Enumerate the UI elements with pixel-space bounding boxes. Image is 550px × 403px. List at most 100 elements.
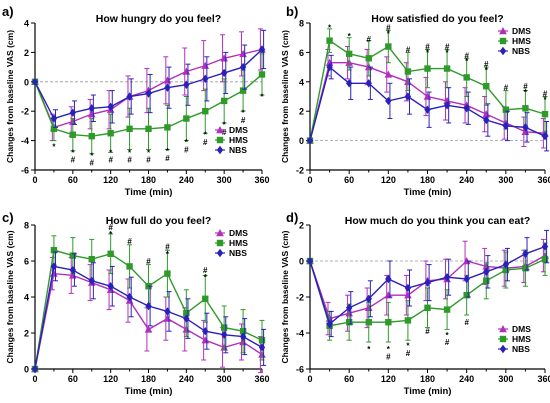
significance-marker: # [523,82,528,91]
significance-marker: * [204,273,208,282]
x-axis-label: Time (min) [125,386,173,397]
legend-label: NBS [512,344,530,354]
y-tick-label: -6 [21,166,29,176]
significance-marker: * [328,23,332,32]
data-point [126,292,133,302]
significance-marker: # [367,35,372,44]
data-point [239,332,247,341]
x-tick-label: 240 [459,175,474,185]
significance-marker: # [241,116,246,125]
data-point [345,79,353,88]
panel-label: c) [2,210,14,225]
legend-label: HMS [229,238,248,248]
x-tick-label: 60 [344,175,354,185]
data-point [220,330,228,339]
legend-marker [216,126,224,134]
legend-marker [499,335,507,343]
data-point [183,310,190,317]
series-nbs [31,251,267,374]
legend-label: DMS [512,324,531,334]
data-point [424,105,431,114]
significance-marker: # [406,45,411,54]
significance-marker: # [165,243,170,252]
significance-marker: # [222,128,227,137]
data-point [384,70,393,78]
x-tick-label: 300 [498,175,513,185]
y-tick-label: 6 [299,48,304,58]
data-point [220,97,228,105]
data-point [183,80,190,89]
data-point [404,317,412,324]
y-axis-label: Changes from baseline VAS (cm) [5,30,15,163]
y-tick-label: 0 [24,365,29,375]
data-point [326,319,333,329]
y-tick-label: 6 [24,257,29,267]
significance-marker: # [203,266,208,275]
legend-marker [216,239,224,247]
significance-marker: # [425,327,430,336]
y-axis-label: Changes from baseline VAS (cm) [280,30,290,163]
legend-marker [499,27,507,35]
significance-marker: * [426,48,430,57]
data-point [239,328,247,335]
x-tick-label: 120 [103,175,118,185]
data-point [483,277,490,284]
significance-marker: # [146,156,151,165]
x-tick-label: 120 [103,374,118,384]
y-tick-label: 4 [24,293,29,303]
series-nbs [306,54,550,152]
x-tick-label: 180 [141,175,156,185]
significance-marker: * [406,342,410,351]
data-point [443,273,451,282]
y-tick-label: -4 [296,329,304,339]
data-point [522,105,529,112]
data-point [69,252,77,259]
data-point [202,295,209,302]
significance-marker: * [128,148,132,157]
significance-marker: # [108,223,113,232]
y-tick-label: 4 [299,77,304,87]
legend-marker [216,248,224,258]
panel-label: a) [2,4,14,19]
data-point [345,50,353,58]
data-point [107,250,114,257]
y-tick-label: 8 [299,19,304,29]
data-point [183,314,190,323]
significance-marker: * [485,66,489,75]
significance-marker: # [108,156,113,165]
significance-marker: # [184,145,189,154]
data-point [522,123,529,132]
chart-title: How full do you feel? [106,215,212,227]
y-axis-label: Changes from baseline VAS (cm) [280,230,290,363]
data-point [502,260,510,269]
legend-marker [216,145,224,155]
significance-marker: # [464,51,469,60]
y-tick-label: 2 [299,107,304,117]
y-tick-label: 2 [24,48,29,58]
legend-label: NBS [229,248,247,258]
data-point [385,319,392,326]
significance-marker: # [90,159,95,168]
legend-marker [499,344,507,354]
x-tick-label: 180 [141,374,156,384]
panel-label: b) [286,4,298,19]
x-tick-label: 0 [307,374,312,384]
data-point [483,83,490,90]
data-point [424,304,431,311]
y-tick-label: -6 [296,365,304,375]
significance-marker: * [147,148,151,157]
chart-panel-4: d) How much do you think you can eat? -6 -4… [280,210,550,397]
significance-marker: # [406,349,411,358]
data-point [326,37,333,44]
data-point [306,136,314,145]
x-tick-label: 60 [68,374,78,384]
data-point [88,256,95,263]
significance-marker: # [543,90,548,99]
significance-marker: # [71,156,76,165]
data-point [239,62,247,72]
data-point [163,76,172,84]
significance-marker: * [543,95,547,104]
